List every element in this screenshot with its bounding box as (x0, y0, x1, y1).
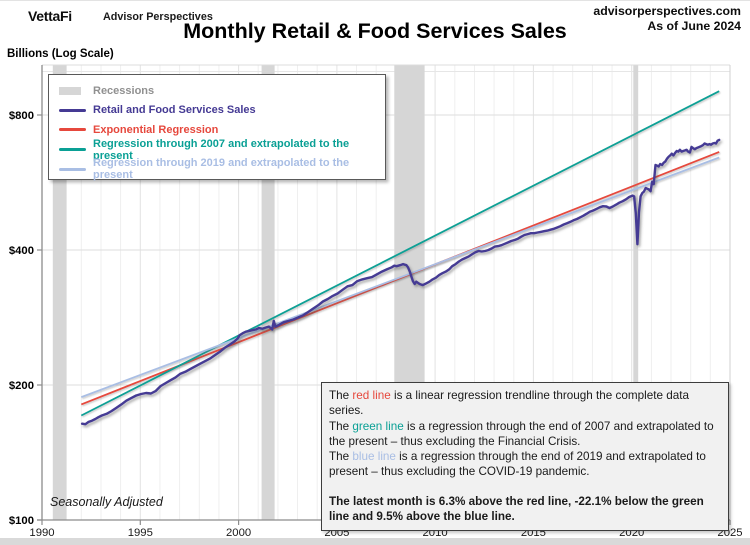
note-line (329, 480, 721, 494)
regression-line-blue (80, 156, 720, 398)
as-of-date: As of June 2024 (647, 18, 741, 33)
note-text: The (329, 419, 353, 433)
brand-subtitle: Advisor Perspectives (103, 11, 213, 23)
source-block: advisorperspectives.com As of June 2024 (593, 4, 741, 33)
x-tick-label: 2000 (226, 527, 251, 539)
note-text: The (329, 450, 353, 464)
y-tick-label: $200 (9, 380, 34, 392)
note-line: The latest month is 6.3% above the red l… (329, 494, 721, 525)
recession-swatch-icon (59, 86, 81, 95)
note-box: The red line is a linear regression tren… (321, 382, 729, 532)
line-swatch-icon (59, 108, 86, 112)
legend-item-3: Regression through 2007 and extrapolated… (59, 137, 385, 162)
retail-sales-line (80, 138, 721, 426)
page-title: Monthly Retail & Food Services Sales (183, 19, 567, 43)
note-text: The (329, 389, 353, 402)
x-tick-label: 1995 (128, 527, 153, 539)
y-tick-label: $400 (9, 245, 34, 257)
y-axis-ticks: $100 $200 $400 $800 (9, 110, 42, 527)
legend: Recessions Retail and Food Services Sales… (48, 74, 386, 182)
line-swatch-icon (59, 128, 86, 132)
legend-item-1: Retail and Food Services Sales (59, 101, 385, 121)
red-line-mention: red line (352, 389, 391, 402)
note-line: The red line is a linear regression tren… (329, 388, 721, 419)
y-tick-label: $100 (9, 515, 34, 527)
y-tick-label: $800 (9, 110, 34, 122)
line-swatch-icon (59, 148, 86, 152)
bottom-strip (0, 538, 750, 545)
vettafi-logo: VettaFi (28, 8, 72, 24)
source-url: advisorperspectives.com (593, 4, 741, 18)
regression-line-green (80, 90, 720, 417)
x-tick-label: 1990 (29, 527, 54, 539)
legend-label: Retail and Food Services Sales (93, 104, 256, 117)
legend-label: Regression through 2007 and extrapolated… (93, 137, 350, 162)
blue-line-mention: blue line (352, 450, 396, 464)
green-line-mention: green line (352, 419, 404, 433)
legend-item-4: Regression through 2019 and extrapolated… (59, 157, 385, 182)
legend-item-2: Exponential Regression (59, 120, 385, 140)
legend-label: Exponential Regression (93, 123, 219, 136)
line-swatch-icon (59, 167, 86, 171)
note-text: The latest month is 6.3% above the red l… (329, 494, 704, 524)
seasonally-adjusted-note: Seasonally Adjusted (50, 495, 163, 509)
note-text: is a regression through the end of 2007 … (329, 419, 714, 448)
recession-band (633, 65, 639, 520)
legend-label: Recessions (93, 84, 155, 97)
note-line: The blue line is a regression through th… (329, 449, 721, 480)
legend-label: Regression through 2019 and extrapolated… (93, 157, 350, 182)
note-text: is a regression through the end of 2019 … (329, 450, 706, 479)
legend-item-0: Recessions (59, 81, 385, 101)
y-axis-title: Billions (Log Scale) (7, 48, 114, 60)
note-line: The green line is a regression through t… (329, 419, 721, 450)
note-text: is a linear regression trendline through… (329, 389, 689, 418)
